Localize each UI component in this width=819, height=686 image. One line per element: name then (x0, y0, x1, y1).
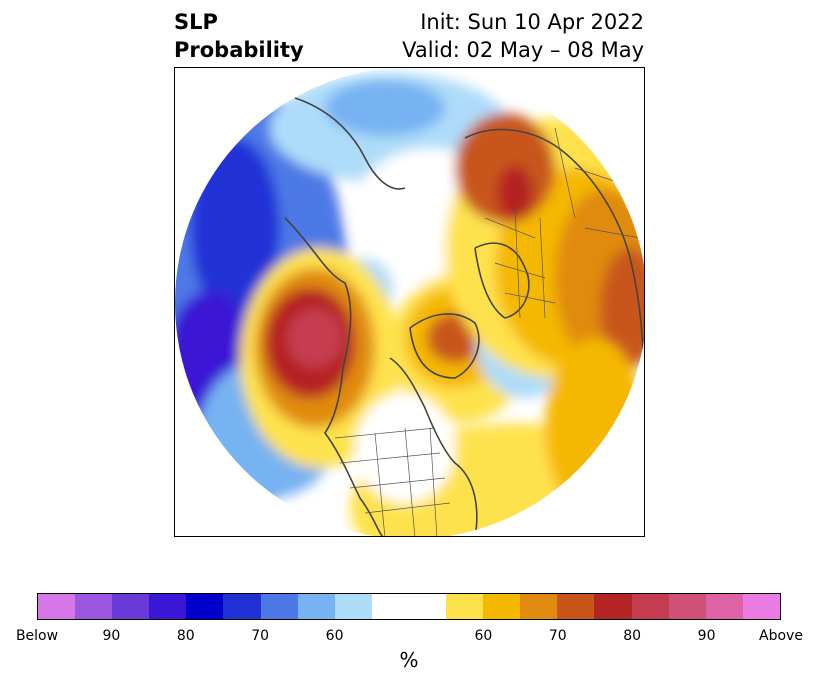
colorbar-unit: % (399, 648, 419, 672)
colorbar-cell-0 (38, 594, 76, 619)
colorbar-tick-label: 70 (548, 628, 567, 644)
colorbar-cell-14 (557, 594, 595, 619)
chart-title: SLP Probability (174, 8, 304, 64)
europe-borders (484, 207, 556, 319)
colorbar-cell-10 (408, 594, 447, 619)
colorbar-cell-12 (483, 594, 521, 619)
forecast-dates: Init: Sun 10 Apr 2022 Valid: 02 May – 08… (402, 8, 644, 64)
colorbar-cell-7 (297, 594, 335, 619)
hudson-bay-coast (389, 357, 478, 536)
europe-high-75 (600, 248, 644, 368)
colorbar (37, 593, 781, 620)
colorbar-cell-8 (334, 594, 372, 619)
colorbar-cell-17 (668, 594, 706, 619)
colorbar-cell-11 (446, 594, 484, 619)
colorbar-cell-19 (742, 594, 780, 619)
title-line-2: Probability (174, 38, 304, 62)
colorbar-cell-6 (260, 594, 298, 619)
coastlines (284, 97, 644, 536)
canada-white (355, 393, 455, 503)
colorbar-cell-2 (112, 594, 150, 619)
map-panel (174, 67, 645, 537)
title-line-1: SLP (174, 10, 218, 34)
colorbar-cell-9 (371, 594, 409, 619)
colorbar-cell-13 (520, 594, 558, 619)
scandinavia-coast (474, 242, 530, 319)
arctic-low-inner (325, 80, 445, 136)
north-america-coast (284, 217, 386, 536)
colorbar-tick-label: 80 (176, 628, 195, 644)
colorbar-cell-3 (149, 594, 187, 619)
valid-range: Valid: 02 May – 08 May (402, 38, 644, 62)
colorbar-cell-15 (594, 594, 632, 619)
colorbar-tick-label: 90 (102, 628, 121, 644)
greenland-coast (409, 313, 480, 379)
colorbar-tick-label: 90 (697, 628, 716, 644)
polar-map (175, 68, 644, 536)
us-states-grid (334, 427, 451, 536)
colorbar-cell-5 (223, 594, 261, 619)
colorbar-cell-4 (186, 594, 224, 619)
eurasia-coast (464, 128, 644, 389)
alaska-high-90 (287, 308, 343, 368)
east-us-high (545, 338, 644, 518)
asia-coast (294, 97, 406, 190)
colorbar-tick-label: Below (15, 628, 59, 644)
colorbar-tick-label: 80 (623, 628, 642, 644)
colorbar-cell-16 (631, 594, 669, 619)
colorbar-cell-18 (705, 594, 743, 619)
west-pacific-low-mid (190, 138, 280, 318)
siberia-high-80 (497, 165, 533, 221)
colorbar-cell-1 (75, 594, 113, 619)
colorbar-tick-label: 60 (325, 628, 344, 644)
init-date: Init: Sun 10 Apr 2022 (420, 10, 644, 34)
colorbar-tick-label: 60 (474, 628, 493, 644)
colorbar-tick-label: 70 (251, 628, 270, 644)
colorbar-tick-label: Above (759, 628, 803, 644)
